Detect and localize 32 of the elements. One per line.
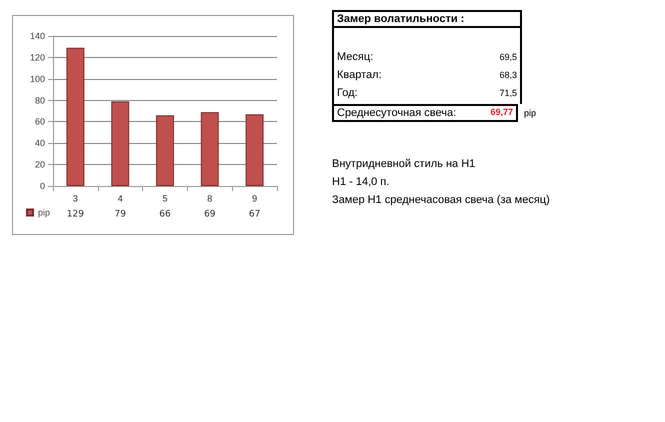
y-tick-label: 80 bbox=[34, 95, 45, 106]
x-tick-label: 9 bbox=[252, 194, 258, 204]
text: Месяц: bbox=[337, 51, 374, 63]
data-label: 67 bbox=[248, 210, 260, 220]
data-label: 69 bbox=[204, 210, 216, 220]
y-tick-label: 140 bbox=[30, 31, 45, 41]
text: pip bbox=[524, 108, 536, 118]
text: Замер волатильности : bbox=[332, 10, 522, 28]
text: 69,77 bbox=[490, 107, 513, 119]
y-tick-label: 100 bbox=[30, 74, 45, 84]
y-tick-label: 120 bbox=[30, 52, 45, 62]
x-tick-label: 4 bbox=[118, 194, 123, 204]
text: H1 - 14,0 п. bbox=[332, 176, 390, 190]
x-tick-label: 8 bbox=[207, 194, 212, 204]
data-label: 129 bbox=[66, 210, 84, 220]
y-tick-label: 0 bbox=[40, 181, 45, 191]
text: 69,5 bbox=[498, 52, 517, 62]
y-tick-label: 40 bbox=[34, 138, 45, 148]
text: Среднесуточная свеча: bbox=[337, 107, 456, 119]
y-tick-label: 20 bbox=[34, 160, 45, 170]
text: Квартал: bbox=[337, 69, 383, 81]
legend-label: pip bbox=[38, 208, 50, 218]
data-label: 66 bbox=[159, 210, 171, 220]
text: 71,5 bbox=[498, 88, 517, 98]
text: Внутридневной стиль на H1 bbox=[332, 158, 476, 172]
text: Год: bbox=[337, 87, 359, 99]
x-tick-label: 3 bbox=[72, 194, 78, 204]
text: 68,3 bbox=[498, 70, 517, 80]
data-label: 79 bbox=[114, 210, 126, 220]
x-tick-label: 5 bbox=[162, 194, 168, 204]
y-tick-label: 60 bbox=[34, 116, 45, 127]
text: Замер H1 среднечасовая свеча (за месяц) bbox=[332, 194, 550, 208]
